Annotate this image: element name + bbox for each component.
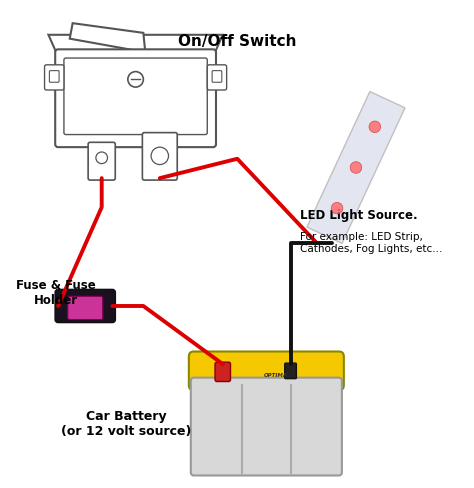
FancyBboxPatch shape (189, 351, 344, 390)
Polygon shape (48, 35, 223, 52)
Circle shape (331, 203, 343, 214)
Circle shape (151, 147, 169, 164)
FancyBboxPatch shape (45, 65, 64, 90)
Circle shape (369, 121, 381, 133)
Text: On/Off Switch: On/Off Switch (178, 34, 297, 49)
FancyBboxPatch shape (215, 362, 230, 382)
FancyBboxPatch shape (212, 71, 222, 82)
Text: For example: LED Strip,
Cathodes, Fog Lights, etc...: For example: LED Strip, Cathodes, Fog Li… (300, 232, 443, 254)
Circle shape (96, 152, 108, 163)
FancyBboxPatch shape (142, 133, 177, 180)
Polygon shape (307, 92, 405, 244)
Text: Car Battery
(or 12 volt source): Car Battery (or 12 volt source) (61, 410, 191, 438)
Circle shape (350, 162, 362, 173)
FancyBboxPatch shape (55, 289, 115, 323)
FancyBboxPatch shape (285, 363, 296, 379)
Text: LED Light Source.: LED Light Source. (300, 209, 418, 223)
FancyBboxPatch shape (88, 142, 115, 180)
FancyBboxPatch shape (207, 65, 227, 90)
FancyBboxPatch shape (49, 71, 59, 82)
Text: Fuse & Fuse
Holder: Fuse & Fuse Holder (16, 280, 96, 307)
Text: OPTIMA: OPTIMA (264, 373, 288, 378)
Circle shape (128, 72, 143, 87)
FancyBboxPatch shape (64, 58, 207, 135)
Polygon shape (70, 23, 146, 52)
FancyBboxPatch shape (191, 378, 342, 475)
FancyBboxPatch shape (55, 49, 216, 147)
FancyBboxPatch shape (68, 296, 103, 320)
